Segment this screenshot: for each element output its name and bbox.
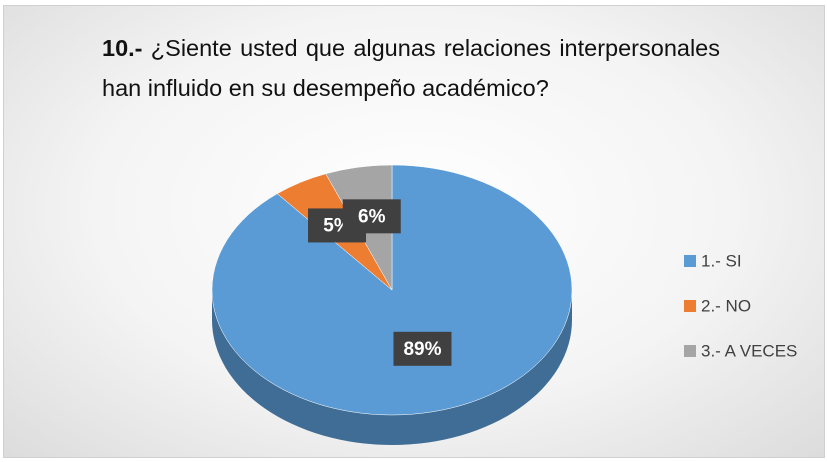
- legend-swatch: [684, 300, 696, 312]
- title-text: ¿Siente usted que algunas relaciones int…: [102, 35, 721, 101]
- data-label-box: [393, 331, 452, 366]
- legend-label: 1.- SI: [701, 251, 742, 270]
- chart-title: 10.- ¿Siente usted que algunas relacione…: [102, 28, 720, 108]
- legend-swatch: [684, 345, 696, 357]
- legend-label: 2.- NO: [701, 296, 751, 315]
- legend-label: 3.- A VECES: [701, 341, 797, 360]
- data-label: 6%: [358, 206, 386, 227]
- data-label-box: [342, 199, 401, 234]
- data-label: 89%: [403, 339, 441, 360]
- title-number: 10.-: [102, 35, 143, 61]
- legend-swatch: [684, 255, 696, 267]
- pie-side: [212, 290, 572, 445]
